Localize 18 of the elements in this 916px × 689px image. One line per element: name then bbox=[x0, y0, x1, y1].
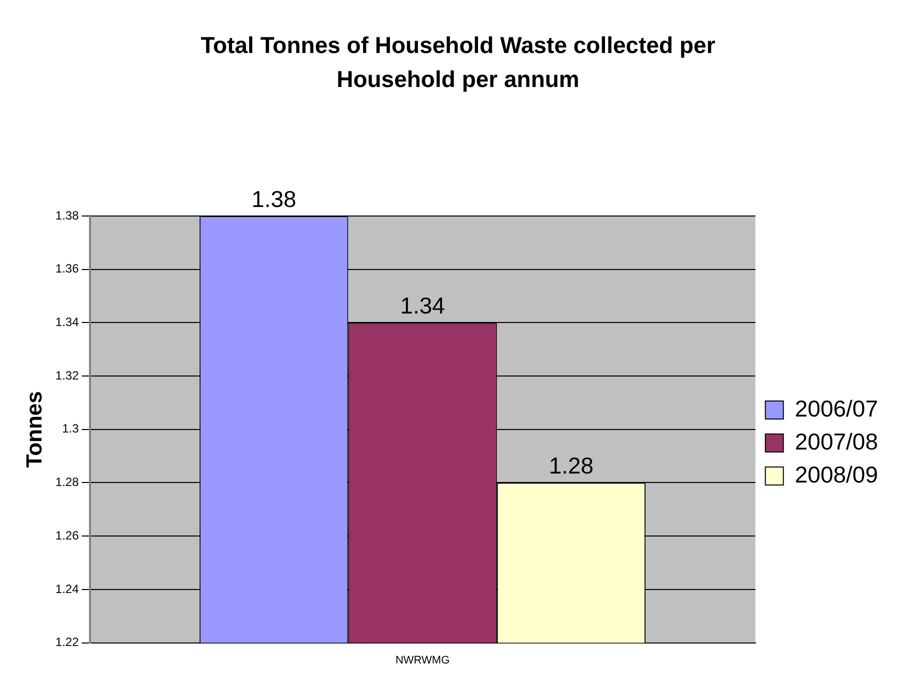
y-axis-title: Tonnes bbox=[21, 391, 46, 468]
y-tick-label: 1.26 bbox=[55, 528, 80, 542]
data-label: 1.28 bbox=[548, 452, 594, 479]
legend-label: 2006/07 bbox=[794, 395, 878, 422]
y-tick-label: 1.34 bbox=[55, 315, 80, 330]
y-tick-label: 1.32 bbox=[55, 368, 80, 382]
chart-title: Total Tonnes of Household Waste collected per Household per annum bbox=[200, 31, 716, 94]
y-tick-label: 1.28 bbox=[55, 475, 80, 490]
data-label: 1.38 bbox=[252, 186, 296, 212]
legend-label: 2008/09 bbox=[794, 461, 878, 488]
y-tick-label: 1.22 bbox=[55, 635, 80, 650]
y-tick-label: 1.36 bbox=[55, 262, 80, 276]
y-tick-label: 1.24 bbox=[55, 582, 80, 596]
y-tick-label: 1.3 bbox=[62, 422, 80, 436]
legend-label: 2007/08 bbox=[794, 428, 878, 454]
data-label: 1.34 bbox=[400, 292, 446, 319]
y-tick-label: 1.38 bbox=[55, 208, 80, 222]
x-tick-label: NWRWMG bbox=[395, 654, 450, 666]
